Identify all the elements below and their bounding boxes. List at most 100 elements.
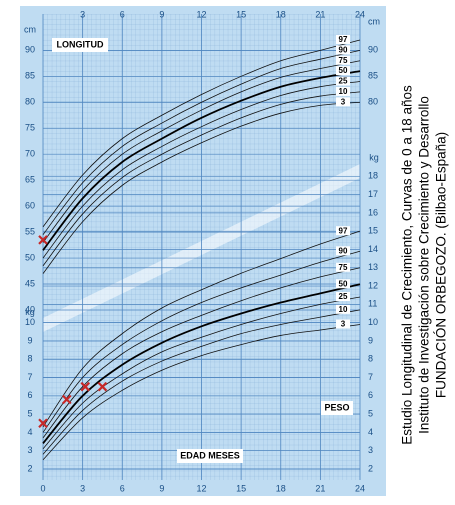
x-tick-label: 0 [40,483,45,493]
x-tick-label: 24 [355,483,365,493]
right-tick-label: 3 [368,445,373,455]
curve-label: 10 [339,87,348,96]
percentile-curve [42,91,361,267]
percentile-curve [42,101,361,274]
right-tick-label: 7 [368,372,373,382]
x-axis-title: EDAD MESES [180,450,240,460]
left-tick-label: 5 [27,408,32,418]
caption-line: FUNDACIÓN ORBEGOZO. (Bilbao-España) [434,132,449,398]
percentile-curve [42,81,361,259]
measurement-cross [38,418,48,429]
x-tick-label-top: 6 [120,9,125,19]
right-tick-label: 85 [368,71,378,81]
percentile-curve [42,49,361,235]
x-tick-label: 18 [276,483,286,493]
curve-label-bg [336,97,350,107]
left-tick-label: 90 [25,45,35,55]
right-tick-label: 14 [368,244,378,254]
left-tick-label: 3 [27,445,32,455]
measurement-cross [97,381,108,392]
curves [38,39,361,461]
right-tick-label: 10 [368,317,378,327]
unit-label: kg [369,152,379,162]
right-tick-label: 15 [368,226,378,236]
curve-label: 50 [339,279,348,288]
labels: 0336699121215151818212124248085904045505… [24,9,380,493]
curve-label-bg [336,34,350,44]
curve-label: 90 [339,246,348,255]
right-tick-label: 8 [368,354,373,364]
right-tick-label: 80 [368,97,378,107]
left-tick-label: 9 [27,335,32,345]
right-tick-label: 5 [368,408,373,418]
curve-label-bg [336,304,350,314]
x-tick-label-top: 3 [80,9,85,19]
percentile-curve [42,60,361,243]
measurement-cross [80,381,91,392]
curve-label: 50 [339,66,348,75]
x-axis-title-bg [177,449,243,463]
left-tick-label: 50 [25,252,35,262]
left-tick-label: 6 [27,390,32,400]
percentile-curve [42,309,361,455]
curve-label-bg [336,226,350,236]
x-tick-label-top: 21 [315,9,325,19]
curve-label-bg [336,66,350,76]
curve-label-bg [336,319,350,329]
left-tick-label: 70 [25,149,35,159]
right-tick-label: 17 [368,189,378,199]
x-tick-label-top: 9 [159,9,164,19]
left-tick-label: 45 [25,278,35,288]
curve-label: 3 [341,97,346,106]
caption-line: Estudio Longitudinal de Crecimiento, Cur… [400,85,415,445]
percentile-curve [42,39,361,228]
right-tick-label: 12 [368,280,378,290]
x-tick-label-top: 12 [196,9,206,19]
right-tick-label: 9 [368,335,373,345]
left-tick-label: 4 [27,427,32,437]
curve-label-bg [336,45,350,55]
percentile-curve [42,230,361,428]
percentile-curve [42,250,361,433]
curve-label: 3 [341,320,346,329]
curve-label: 97 [339,226,348,235]
percentile-curve [42,283,361,444]
x-tick-label: 12 [196,483,206,493]
x-tick-label: 3 [80,483,85,493]
right-tick-label: 6 [368,390,373,400]
x-tick-label-top: 24 [355,9,365,19]
right-tick-label: 90 [368,45,378,55]
left-tick-label: 10 [25,317,35,327]
left-tick-label: 65 [25,175,35,185]
curve-label-bg [336,55,350,65]
curve-label-bg [336,292,350,302]
left-tick-label: 75 [25,123,35,133]
right-tick-label: 11 [368,299,377,309]
curve-label: 25 [339,77,348,86]
percentile-curve [42,296,361,450]
x-tick-label: 15 [236,483,246,493]
left-tick-label: 2 [27,463,32,473]
right-tick-label: 2 [368,463,373,473]
x-tick-label-top: 15 [236,9,246,19]
curve-label-bg [336,246,350,256]
x-tick-label: 21 [315,483,325,493]
weight-title: PESO [324,402,349,412]
right-tick-label: 4 [368,427,373,437]
caption-line: Instituto de Investigación sobre Crecimi… [417,96,432,434]
percentile-curve [42,324,361,461]
curve-label: 97 [339,35,348,44]
right-tick-label: 16 [368,207,378,217]
right-tick-label: 13 [368,262,378,272]
left-tick-label: 40 [25,304,35,314]
x-tick-label: 6 [120,483,125,493]
curve-label: 75 [339,263,348,272]
curve-label: 75 [339,56,348,65]
curve-label-bg [336,262,350,272]
grid [42,14,361,480]
length-title-bg [52,38,108,52]
x-tick-label: 9 [159,483,164,493]
curve-label: 90 [339,45,348,54]
left-tick-label: 80 [25,97,35,107]
